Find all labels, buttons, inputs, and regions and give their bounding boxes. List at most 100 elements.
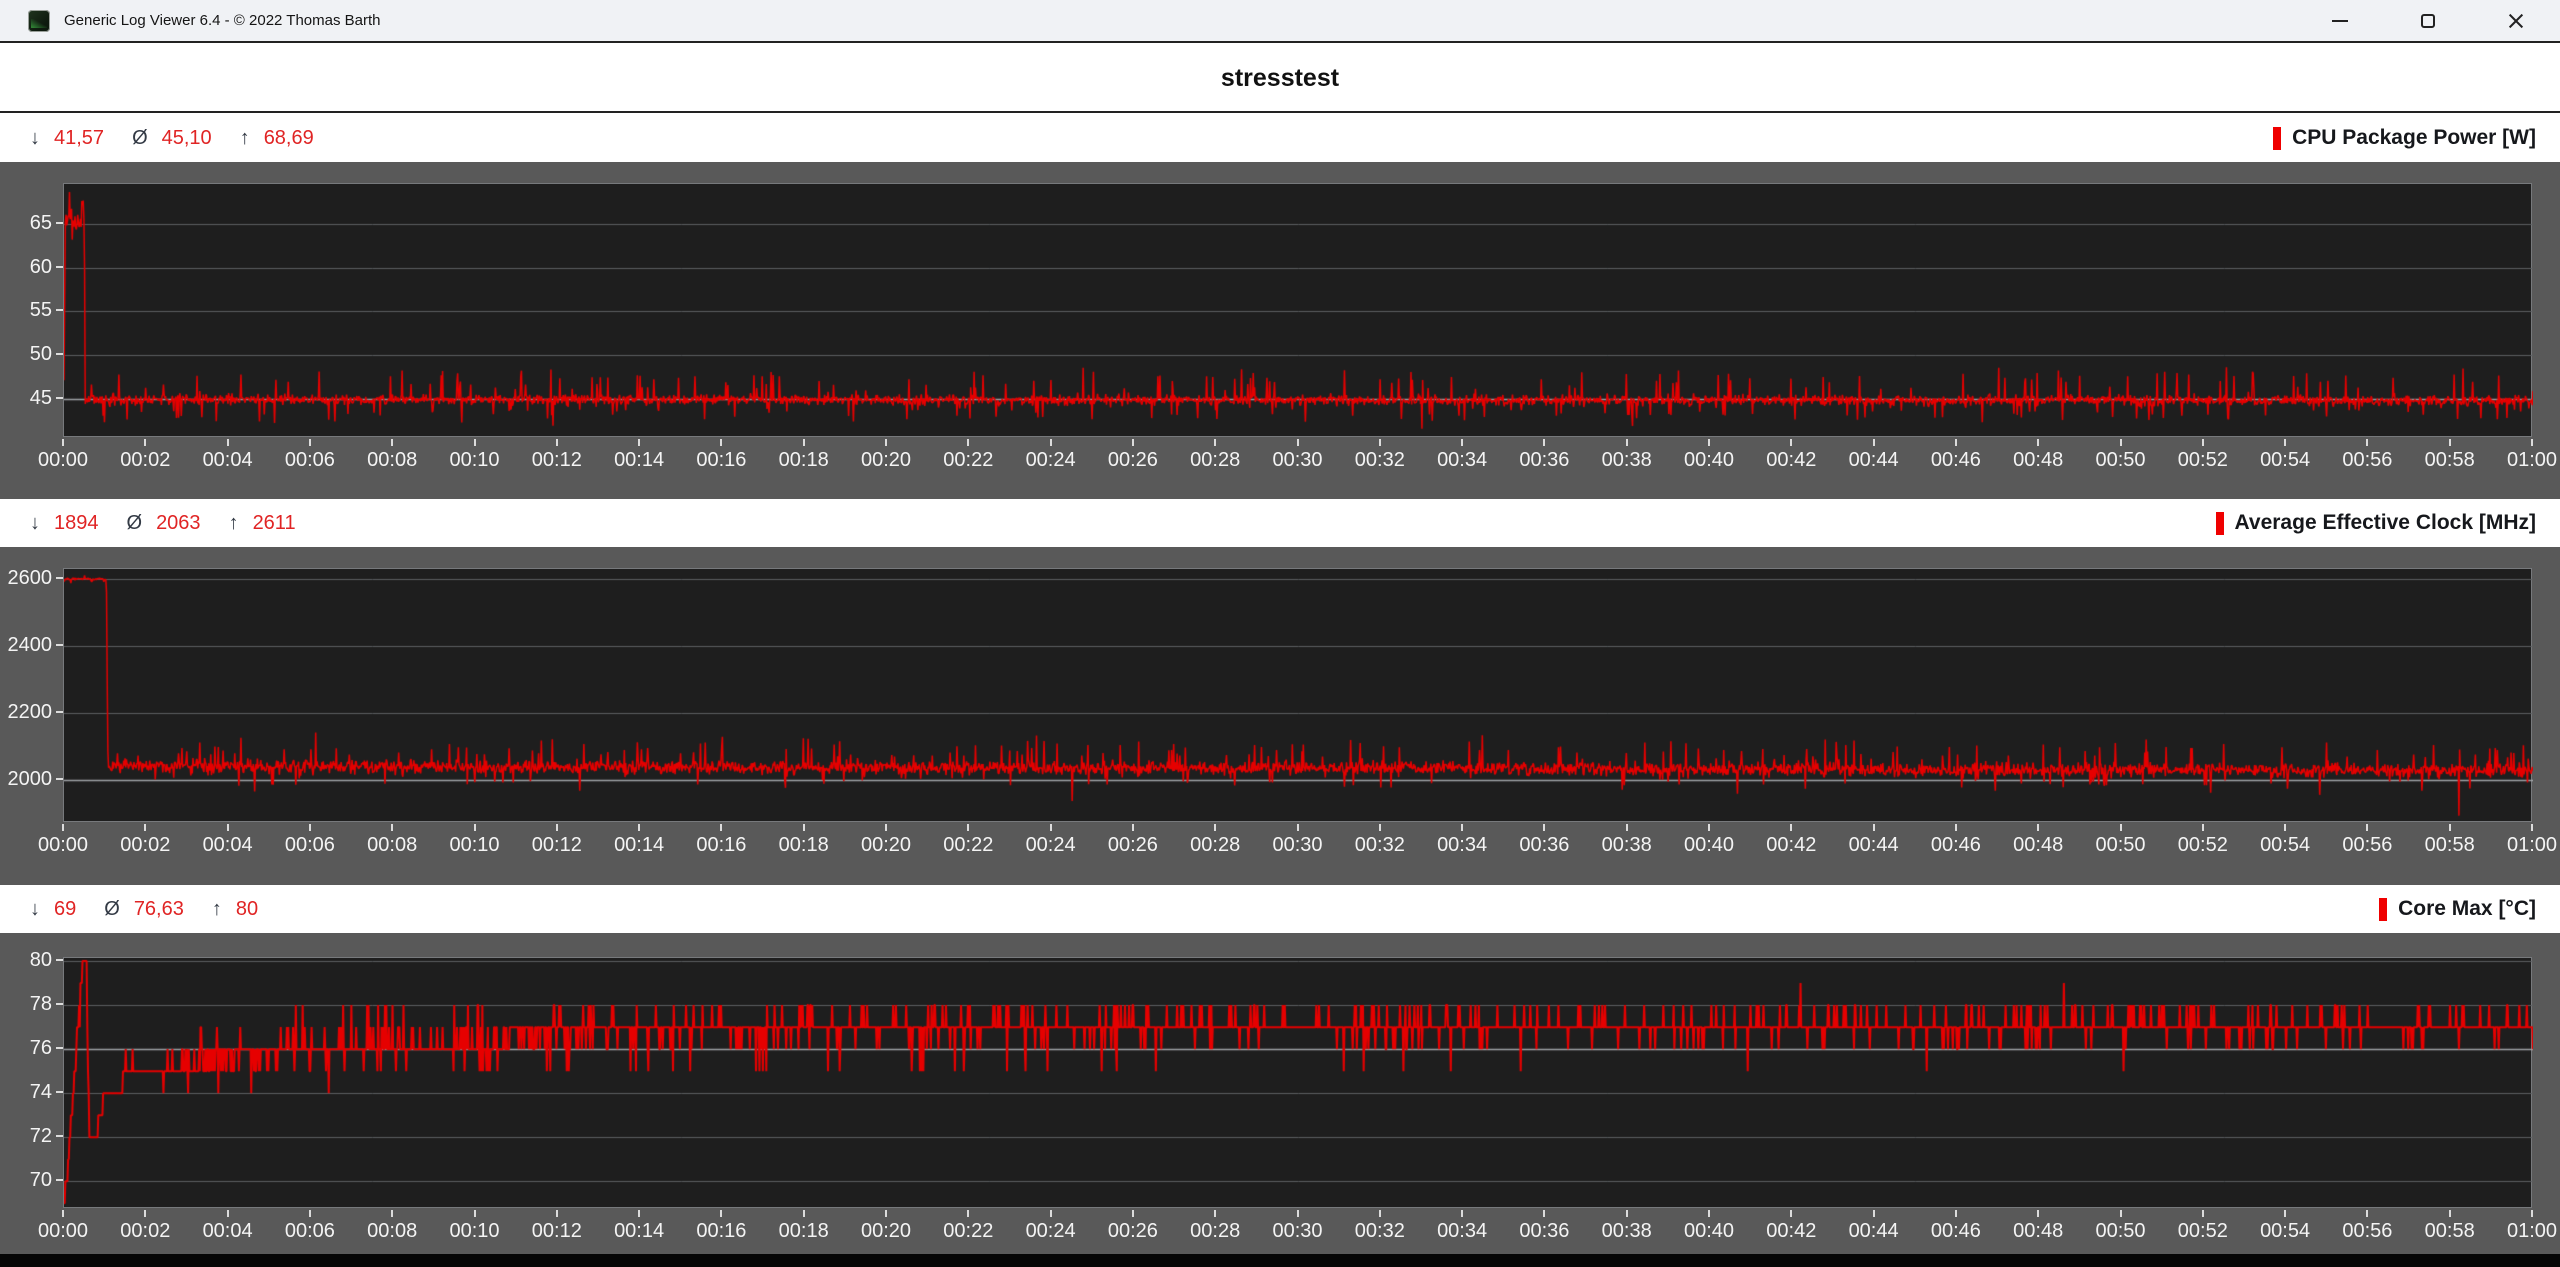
x-axis-tick xyxy=(62,439,64,446)
x-axis-label: 00:10 xyxy=(449,834,500,856)
x-axis-label: 00:22 xyxy=(943,1220,994,1242)
x-axis-label: 00:02 xyxy=(120,449,171,471)
x-axis-label: 00:16 xyxy=(696,449,747,471)
x-axis-tick xyxy=(2037,824,2040,831)
maximize-button[interactable] xyxy=(2384,0,2472,42)
x-axis-label: 00:02 xyxy=(120,834,171,856)
window-controls xyxy=(2296,0,2560,42)
chart-stats-row: ↓ 1894 Ø 2063 ↑ 2611 Average Effective C… xyxy=(0,499,2560,547)
x-axis-tick xyxy=(2119,439,2122,446)
x-axis-label: 00:58 xyxy=(2424,449,2475,471)
legend-color-bar-icon xyxy=(2379,897,2388,921)
x-axis-label: 00:20 xyxy=(860,449,912,471)
x-axis-tick xyxy=(2366,439,2369,446)
chart-plot-area[interactable] xyxy=(63,957,2533,1209)
chart-stats: ↓ 1894 Ø 2063 ↑ 2611 xyxy=(30,512,310,535)
x-axis-tick xyxy=(226,439,229,446)
x-axis-label: 00:46 xyxy=(1930,1220,1981,1242)
y-axis-label: 72 xyxy=(29,1125,52,1148)
x-axis-label: 00:06 xyxy=(284,1220,335,1242)
chart-canvas[interactable] xyxy=(64,958,2533,1209)
x-axis-label: 00:32 xyxy=(1354,834,1405,856)
x-axis-label: 01:00 xyxy=(2506,449,2558,471)
x-axis-label: 00:52 xyxy=(2177,449,2228,471)
bottom-strip xyxy=(0,1254,2560,1267)
chart-canvas[interactable] xyxy=(64,569,2533,823)
x-axis-tick xyxy=(1296,1210,1299,1217)
max-value: 2611 xyxy=(252,511,296,534)
max-arrow-icon: ↑ xyxy=(211,897,222,920)
min-arrow-icon: ↓ xyxy=(30,897,40,920)
y-axis-label: 50 xyxy=(29,343,52,366)
x-axis-tick xyxy=(967,824,970,831)
x-axis-tick xyxy=(2037,1210,2040,1217)
x-axis-label: 00:26 xyxy=(1107,449,1158,471)
x-axis-tick xyxy=(1872,1210,1875,1217)
minimize-button[interactable] xyxy=(2296,0,2384,42)
x-axis-label: 00:30 xyxy=(1272,449,1323,471)
chart-canvas[interactable] xyxy=(64,184,2533,438)
x-axis-label: 00:24 xyxy=(1025,834,1076,856)
x-axis-tick xyxy=(1954,1210,1957,1217)
y-axis-label: 55 xyxy=(29,299,52,322)
y-axis-label: 2000 xyxy=(7,768,53,791)
y-axis-tick xyxy=(56,1179,63,1182)
x-axis-label: 00:28 xyxy=(1190,449,1241,471)
chart-panel-core-max: 70 72 74 76 78 80 00:00 00:02 00:04 00:06 00:08 00:… xyxy=(0,933,2560,1254)
chart-stats-row: ↓ 41,57 Ø 45,10 ↑ 68,69 CPU Package Powe… xyxy=(0,114,2560,162)
close-button[interactable] xyxy=(2472,0,2560,42)
x-axis-label: 00:24 xyxy=(1025,449,1076,471)
x-axis-tick xyxy=(1872,824,1875,831)
x-axis-tick xyxy=(391,1210,394,1217)
x-axis-label: 00:46 xyxy=(1930,834,1981,856)
x-axis-label: 00:00 xyxy=(37,1220,89,1242)
x-axis-tick xyxy=(2448,439,2451,446)
x-axis-label: 00:02 xyxy=(120,1220,171,1242)
x-axis-label: 00:06 xyxy=(284,449,335,471)
max-arrow-icon: ↑ xyxy=(228,511,239,534)
x-axis-tick xyxy=(2201,824,2204,831)
x-axis-label: 00:06 xyxy=(284,834,335,856)
x-axis-tick xyxy=(555,1210,558,1217)
avg-value: 2063 xyxy=(156,511,201,534)
x-axis-tick xyxy=(1708,824,1710,831)
x-axis-tick xyxy=(391,824,394,831)
chart-legend: CPU Package Power [W] xyxy=(2273,126,2536,150)
x-axis-label: 00:46 xyxy=(1930,449,1981,471)
x-axis-tick xyxy=(802,824,805,831)
x-axis-label: 00:48 xyxy=(2013,834,2064,856)
x-axis-label: 00:40 xyxy=(1683,834,1735,856)
x-axis-label: 00:52 xyxy=(2177,1220,2228,1242)
x-axis-label: 01:00 xyxy=(2506,1220,2558,1242)
chart-stats-row: ↓ 69 Ø 76,63 ↑ 80 Core Max [°C] xyxy=(0,885,2560,933)
x-axis-label: 00:10 xyxy=(449,1220,500,1242)
max-value: 68,69 xyxy=(263,126,314,149)
x-axis-tick xyxy=(2037,439,2040,446)
x-axis-tick xyxy=(802,1210,805,1217)
legend-color-bar-icon xyxy=(2215,511,2224,535)
average-icon: Ø xyxy=(104,897,120,920)
x-axis-tick xyxy=(1378,1210,1381,1217)
x-axis-label: 00:54 xyxy=(2260,1220,2311,1242)
y-axis-tick xyxy=(56,1003,63,1006)
x-axis-tick xyxy=(1131,1210,1134,1217)
x-axis-label: 00:56 xyxy=(2342,449,2393,471)
x-axis-tick xyxy=(1872,439,1875,446)
x-axis-label: 00:38 xyxy=(1601,834,1652,856)
x-axis-tick xyxy=(1296,824,1299,831)
y-axis-label: 2200 xyxy=(7,701,53,724)
x-axis-tick xyxy=(1790,1210,1793,1217)
x-axis-tick xyxy=(1543,1210,1546,1217)
x-axis-label: 00:34 xyxy=(1437,834,1488,856)
x-axis-tick xyxy=(1131,439,1134,446)
x-axis-label: 00:36 xyxy=(1519,1220,1570,1242)
x-axis-label: 00:40 xyxy=(1683,1220,1735,1242)
x-axis-tick xyxy=(2201,1210,2204,1217)
x-axis-tick xyxy=(2531,439,2533,446)
x-axis-tick xyxy=(638,824,641,831)
x-axis-tick xyxy=(2531,824,2533,831)
y-axis-label: 2400 xyxy=(7,634,53,657)
chart-plot-area[interactable] xyxy=(63,183,2533,438)
x-axis-label: 00:54 xyxy=(2260,834,2311,856)
chart-plot-area[interactable] xyxy=(63,568,2533,823)
